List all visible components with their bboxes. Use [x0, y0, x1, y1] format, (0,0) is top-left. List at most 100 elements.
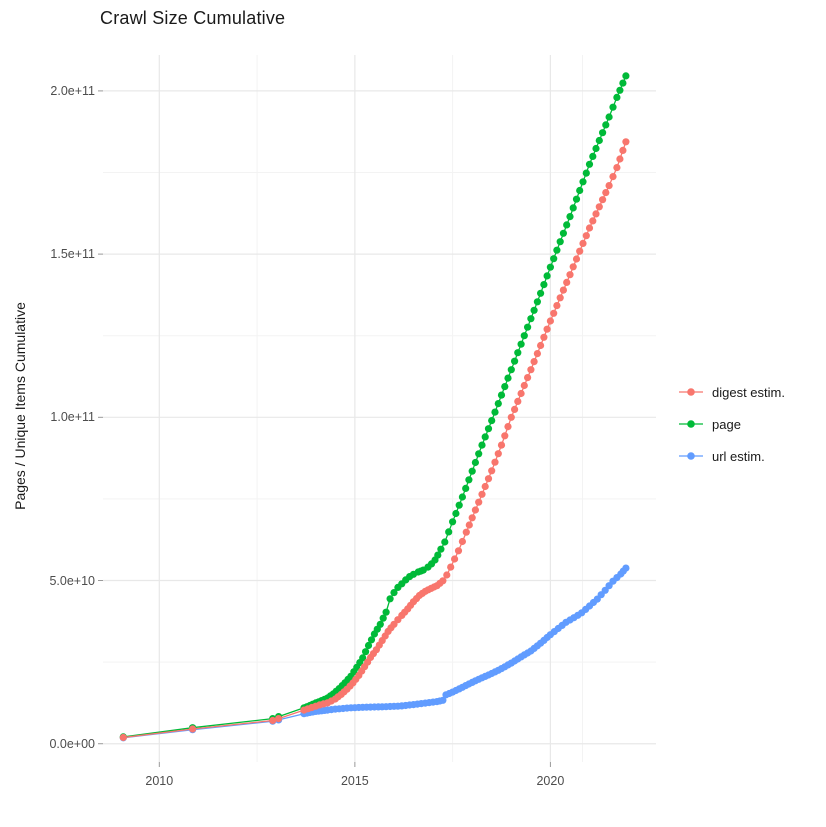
- data-point-digest-estim-: [527, 366, 535, 374]
- legend-key-digest-estim-icon: [679, 388, 703, 396]
- data-point-digest-estim-: [439, 577, 447, 585]
- legend-label-page: page: [712, 416, 741, 432]
- data-point-page: [613, 93, 621, 101]
- data-point-digest-estim-: [602, 189, 610, 197]
- data-point-digest-estim-: [471, 506, 479, 514]
- data-point-digest-estim-: [550, 309, 558, 317]
- data-point-digest-estim-: [507, 413, 515, 421]
- data-point-page: [481, 433, 489, 441]
- data-point-page: [452, 509, 460, 518]
- data-point-page: [602, 121, 610, 129]
- data-point-page: [449, 518, 457, 526]
- legend-entry-url-estim: url estim.: [678, 440, 785, 472]
- data-point-page: [540, 281, 548, 289]
- data-point-page: [559, 229, 568, 237]
- data-point-page: [504, 374, 512, 382]
- data-point-digest-estim-: [540, 333, 548, 341]
- y-tick-label: 5.0e+10: [49, 573, 95, 588]
- data-point-page: [566, 213, 574, 221]
- data-point-digest-estim-: [443, 571, 451, 579]
- data-point-page: [609, 103, 617, 111]
- data-point-digest-estim-: [599, 196, 607, 204]
- data-point-digest-estim-: [119, 733, 127, 742]
- data-point-page: [475, 450, 483, 458]
- chart-title: Crawl Size Cumulative: [100, 8, 286, 28]
- data-point-page: [462, 484, 470, 492]
- data-point-digest-estim-: [447, 563, 455, 571]
- data-point-digest-estim-: [475, 498, 483, 506]
- data-point-digest-estim-: [589, 217, 597, 225]
- legend-key-page-icon: [679, 420, 703, 428]
- data-point-page: [386, 595, 394, 603]
- data-point-digest-estim-: [458, 537, 466, 546]
- data-point-url-estim-: [622, 564, 630, 572]
- data-point-digest-estim-: [616, 155, 624, 163]
- data-point-digest-estim-: [569, 263, 577, 271]
- data-point-digest-estim-: [468, 514, 476, 522]
- data-point-page: [592, 144, 600, 153]
- data-point-digest-estim-: [579, 239, 587, 247]
- y-tick-label: 1.5e+11: [50, 247, 95, 262]
- data-point-page: [434, 551, 442, 559]
- legend-label-url-estim: url estim.: [712, 448, 765, 464]
- data-point-digest-estim-: [613, 164, 621, 172]
- data-point-page: [484, 425, 493, 433]
- data-point-digest-estim-: [514, 397, 522, 405]
- data-point-page: [543, 272, 551, 280]
- data-point-page: [501, 383, 509, 391]
- data-point-digest-estim-: [465, 521, 473, 529]
- data-point-digest-estim-: [504, 423, 512, 431]
- data-point-digest-estim-: [494, 450, 502, 458]
- data-point-digest-estim-: [517, 389, 525, 398]
- data-point-digest-estim-: [451, 555, 459, 563]
- data-point-page: [619, 79, 627, 87]
- data-point-digest-estim-: [559, 286, 568, 294]
- data-point-page: [546, 263, 555, 271]
- data-point-digest-estim-: [478, 490, 486, 498]
- data-point-page: [556, 238, 564, 246]
- y-tick-label: 2.0e+11: [50, 83, 95, 98]
- data-point-page: [569, 204, 577, 212]
- data-point-page: [497, 391, 506, 399]
- data-point-digest-estim-: [501, 432, 509, 440]
- data-point-digest-estim-: [619, 146, 627, 154]
- data-point-page: [478, 441, 486, 449]
- legend: digest estim. page url estim.: [678, 376, 785, 472]
- x-tick-label: 2015: [340, 774, 369, 788]
- data-point-page: [582, 169, 590, 177]
- data-point-page: [488, 417, 496, 425]
- data-point-digest-estim-: [484, 475, 493, 483]
- legend-entry-page: page: [678, 408, 785, 440]
- data-point-page: [553, 246, 561, 254]
- data-point-page: [494, 400, 502, 408]
- x-tick-label: 2020: [536, 774, 565, 788]
- data-point-digest-estim-: [572, 255, 581, 263]
- data-point-digest-estim-: [582, 232, 590, 240]
- data-point-page: [376, 620, 384, 628]
- data-point-page: [437, 545, 445, 553]
- data-point-page: [576, 186, 584, 195]
- data-point-page: [468, 467, 476, 475]
- data-point-digest-estim-: [605, 182, 613, 190]
- data-point-digest-estim-: [510, 405, 519, 413]
- data-point-digest-estim-: [566, 271, 574, 279]
- data-point-page: [441, 538, 449, 546]
- data-point-page: [458, 493, 466, 501]
- data-point-digest-estim-: [543, 325, 551, 333]
- data-point-page: [510, 357, 519, 365]
- data-point-digest-estim-: [269, 716, 277, 725]
- legend-key-url-estim-icon: [679, 452, 703, 460]
- data-point-page: [455, 501, 463, 509]
- data-point-page: [585, 160, 594, 168]
- data-point-page: [471, 458, 479, 467]
- data-point-page: [465, 476, 473, 484]
- y-tick-label: 0.0e+00: [49, 736, 95, 751]
- data-point-page: [616, 86, 624, 94]
- data-point-page: [563, 221, 571, 229]
- data-point-digest-estim-: [462, 528, 470, 536]
- data-point-digest-estim-: [537, 341, 545, 350]
- data-point-url-estim-: [439, 696, 447, 704]
- data-point-page: [605, 113, 613, 121]
- data-point-digest-estim-: [520, 381, 528, 390]
- legend-label-digest-estim: digest estim.: [712, 384, 785, 400]
